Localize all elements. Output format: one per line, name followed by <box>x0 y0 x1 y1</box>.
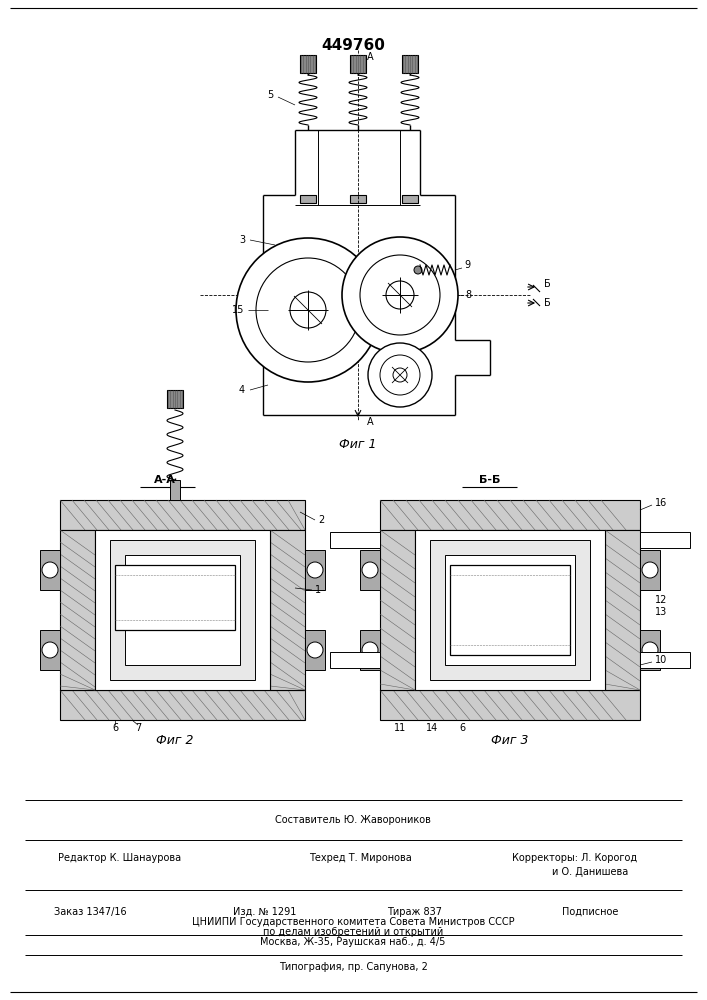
Text: 16: 16 <box>655 498 667 508</box>
Bar <box>115 565 235 630</box>
Bar <box>330 652 380 668</box>
Circle shape <box>642 562 658 578</box>
Circle shape <box>290 292 326 328</box>
Text: 10: 10 <box>655 655 667 665</box>
Bar <box>380 530 415 690</box>
Text: 6: 6 <box>112 723 118 733</box>
Text: Б: Б <box>544 279 550 289</box>
Bar <box>40 550 60 590</box>
Text: Б-Б: Б-Б <box>479 475 501 485</box>
Bar <box>360 550 380 590</box>
Text: Подписное: Подписное <box>562 907 618 917</box>
Bar <box>350 55 366 73</box>
Text: Тираж 837: Тираж 837 <box>387 907 443 917</box>
Text: А-А: А-А <box>154 475 176 485</box>
Text: Техред Т. Миронова: Техред Т. Миронова <box>309 853 411 863</box>
Bar <box>60 530 95 690</box>
Bar <box>60 690 305 720</box>
Circle shape <box>380 355 420 395</box>
Circle shape <box>368 343 432 407</box>
Bar <box>402 195 418 203</box>
Circle shape <box>342 237 458 353</box>
Bar <box>430 540 590 680</box>
Text: ЦНИИПИ Государственного комитета Совета Министров СССР: ЦНИИПИ Государственного комитета Совета … <box>192 917 514 927</box>
Bar <box>605 530 640 690</box>
Circle shape <box>386 281 414 309</box>
Text: 7: 7 <box>135 723 141 733</box>
Bar <box>350 195 366 203</box>
Circle shape <box>256 258 360 362</box>
Text: Типография, пр. Сапунова, 2: Типография, пр. Сапунова, 2 <box>279 962 428 972</box>
Circle shape <box>307 642 323 658</box>
Bar <box>415 530 605 690</box>
Text: 5: 5 <box>267 90 273 100</box>
Text: А: А <box>367 417 373 427</box>
Circle shape <box>362 642 378 658</box>
Text: и О. Данишева: и О. Данишева <box>552 867 628 877</box>
Bar <box>170 480 180 500</box>
Text: 4: 4 <box>239 385 245 395</box>
Circle shape <box>236 238 380 382</box>
Text: по делам изобретений и открытий: по делам изобретений и открытий <box>263 927 443 937</box>
Bar <box>450 565 570 655</box>
Bar <box>60 500 305 530</box>
Text: Б: Б <box>544 298 550 308</box>
Text: 449760: 449760 <box>321 37 385 52</box>
Text: 15: 15 <box>232 305 244 315</box>
Text: 9: 9 <box>464 260 470 270</box>
Circle shape <box>362 562 378 578</box>
Bar <box>40 630 60 670</box>
Text: Фиг 3: Фиг 3 <box>491 734 529 746</box>
Circle shape <box>393 368 407 382</box>
Bar <box>300 195 316 203</box>
Circle shape <box>42 562 58 578</box>
Text: Заказ 1347/16: Заказ 1347/16 <box>54 907 127 917</box>
Circle shape <box>360 255 440 335</box>
Bar <box>270 530 305 690</box>
Text: 2: 2 <box>318 515 325 525</box>
Circle shape <box>42 642 58 658</box>
Bar <box>167 390 183 408</box>
Bar <box>305 550 325 590</box>
Bar <box>402 55 418 73</box>
Text: 14: 14 <box>426 723 438 733</box>
Text: 13: 13 <box>655 607 667 617</box>
Text: 3: 3 <box>239 235 245 245</box>
Bar <box>640 532 690 548</box>
Bar <box>360 630 380 670</box>
Bar <box>640 550 660 590</box>
Bar <box>125 555 240 665</box>
Bar <box>330 532 380 548</box>
Text: 12: 12 <box>655 595 667 605</box>
Bar <box>640 630 660 670</box>
Text: Москва, Ж-35, Раушская наб., д. 4/5: Москва, Ж-35, Раушская наб., д. 4/5 <box>260 937 445 947</box>
Text: 8: 8 <box>465 290 471 300</box>
Text: Корректоры: Л. Корогод: Корректоры: Л. Корогод <box>513 853 638 863</box>
Bar <box>445 555 575 665</box>
Text: Редактор К. Шанаурова: Редактор К. Шанаурова <box>59 853 182 863</box>
Circle shape <box>642 642 658 658</box>
Text: Фиг 2: Фиг 2 <box>156 734 194 746</box>
Text: Составитель Ю. Жавороников: Составитель Ю. Жавороников <box>275 815 431 825</box>
Bar <box>640 652 690 668</box>
Text: А: А <box>367 52 373 62</box>
Bar <box>305 630 325 670</box>
Text: 6: 6 <box>459 723 465 733</box>
Bar <box>300 55 316 73</box>
Bar <box>110 540 255 680</box>
Bar <box>380 500 640 530</box>
Text: 1: 1 <box>315 585 321 595</box>
Text: Изд. № 1291: Изд. № 1291 <box>233 907 297 917</box>
Text: 11: 11 <box>394 723 406 733</box>
Bar <box>95 530 270 690</box>
Text: Фиг 1: Фиг 1 <box>339 438 377 452</box>
Circle shape <box>414 266 422 274</box>
Circle shape <box>307 562 323 578</box>
Bar <box>380 690 640 720</box>
